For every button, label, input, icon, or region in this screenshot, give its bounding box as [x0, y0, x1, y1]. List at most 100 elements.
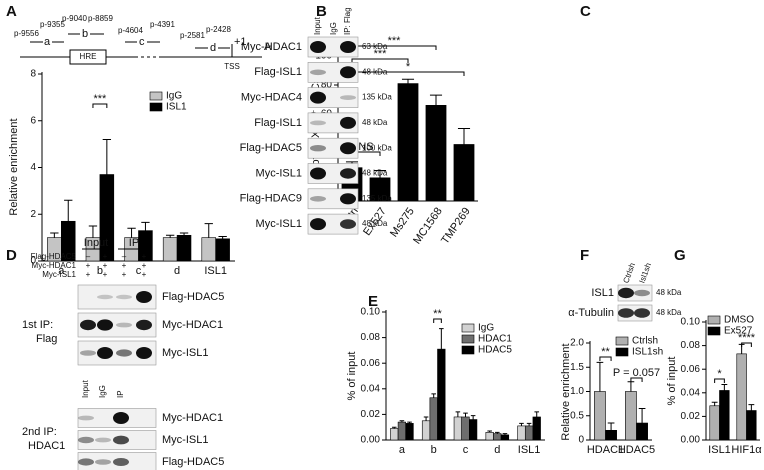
- condition-sign: +: [122, 261, 127, 270]
- panel-label: B: [316, 3, 327, 20]
- primer-label: p-9556: [14, 29, 39, 38]
- legend-label: IgG: [166, 91, 182, 102]
- bar: [469, 419, 478, 441]
- y-tick-label: 0.06: [681, 364, 701, 375]
- legend-label: IgG: [478, 323, 494, 334]
- error-bar: [391, 426, 397, 429]
- band: [78, 436, 94, 444]
- error-bar: [519, 422, 524, 426]
- band: [310, 196, 326, 202]
- size-label: 48 kDa: [362, 169, 388, 178]
- band: [310, 218, 326, 231]
- protein-label: Myc-ISL1: [162, 347, 208, 359]
- y-tick-label: 0.08: [681, 340, 701, 351]
- significance-label: ***: [388, 35, 402, 47]
- bar: [500, 434, 510, 441]
- lane-label: IP: [116, 390, 125, 398]
- error-bar: [431, 393, 436, 398]
- size-label: 48 kDa: [656, 308, 682, 317]
- condition-label: Flag-HDAC5: [31, 252, 77, 261]
- legend-swatch: [461, 334, 475, 344]
- significance-bracket: [599, 356, 612, 361]
- significance-bracket: [351, 58, 409, 63]
- band: [136, 291, 152, 303]
- legend-label: HDAC1: [478, 334, 512, 345]
- band: [97, 347, 113, 359]
- band: [116, 294, 132, 300]
- x-tick-label: a: [58, 265, 65, 277]
- band: [634, 308, 650, 318]
- band: [80, 319, 96, 331]
- band: [113, 412, 129, 424]
- lane-label: IgG: [98, 385, 107, 398]
- protein-label: α-Tubulin: [568, 307, 614, 319]
- band: [340, 219, 356, 229]
- bar: [709, 405, 720, 441]
- protein-label: ISL1: [591, 287, 614, 299]
- size-label: 48 kDa: [362, 219, 388, 228]
- primer-label: p-4604: [118, 26, 143, 35]
- panel-label: D: [6, 247, 17, 264]
- legend-swatch: [615, 336, 629, 346]
- y-tick-label: 0.00: [681, 435, 701, 446]
- region-label: d: [210, 42, 216, 54]
- error-bar: [423, 416, 429, 421]
- band: [310, 69, 326, 76]
- significance-bracket: [630, 377, 643, 382]
- significance-label: **: [433, 308, 442, 320]
- x-tick-label: d: [494, 444, 500, 456]
- error-bar: [50, 232, 59, 238]
- band: [634, 289, 650, 297]
- error-bar: [429, 94, 443, 106]
- bar: [201, 237, 217, 262]
- band: [95, 459, 111, 465]
- condition-sign: –: [86, 252, 91, 261]
- condition-sign: +: [142, 261, 147, 270]
- band: [310, 167, 326, 180]
- lane-label: Isl1sh: [637, 262, 653, 285]
- y-tick-label: 0.10: [681, 317, 701, 328]
- y-tick-label: 8: [30, 69, 36, 80]
- significance-bracket: [433, 318, 442, 323]
- protein-label: Myc-HDAC1: [162, 319, 223, 331]
- error-bar: [204, 223, 213, 238]
- x-tick-label: b: [431, 444, 437, 456]
- x-tick-label: Ms275: [388, 206, 417, 240]
- size-label: 135 kDa: [362, 194, 392, 203]
- bar: [493, 433, 502, 441]
- error-bar: [88, 225, 98, 238]
- region-label: a: [44, 36, 51, 48]
- band: [78, 415, 94, 421]
- significance-label: **: [601, 346, 610, 358]
- bar: [594, 391, 606, 441]
- significance-bracket: [741, 342, 752, 347]
- bar: [176, 234, 192, 262]
- y-tick-label: 0.5: [570, 410, 584, 421]
- error-bar: [165, 234, 175, 238]
- legend-swatch: [149, 102, 163, 112]
- band: [618, 308, 634, 318]
- band: [310, 91, 326, 104]
- primer-label: p-2581: [180, 31, 205, 40]
- x-tick-label: d: [174, 265, 180, 277]
- legend-label: DMSO: [724, 315, 754, 326]
- y-tick-label: 0.02: [681, 411, 701, 422]
- condition-sign: +: [103, 252, 108, 261]
- error-bar: [596, 361, 604, 392]
- band: [618, 287, 634, 299]
- significance-label: *: [717, 368, 722, 380]
- bar: [425, 105, 447, 202]
- error-bar: [638, 407, 646, 424]
- error-bar: [711, 401, 718, 406]
- protein-label: Flag-HDAC5: [240, 142, 302, 154]
- error-bar: [373, 170, 387, 178]
- x-tick-label: c: [136, 265, 142, 277]
- region-label: c: [139, 36, 145, 48]
- bar: [719, 390, 730, 441]
- error-bar: [127, 227, 136, 238]
- band: [340, 168, 356, 179]
- lane-label: IgG: [329, 22, 338, 35]
- significance-label: *: [406, 61, 411, 73]
- start-label: +1: [234, 36, 247, 48]
- gene-diagram: [20, 33, 262, 65]
